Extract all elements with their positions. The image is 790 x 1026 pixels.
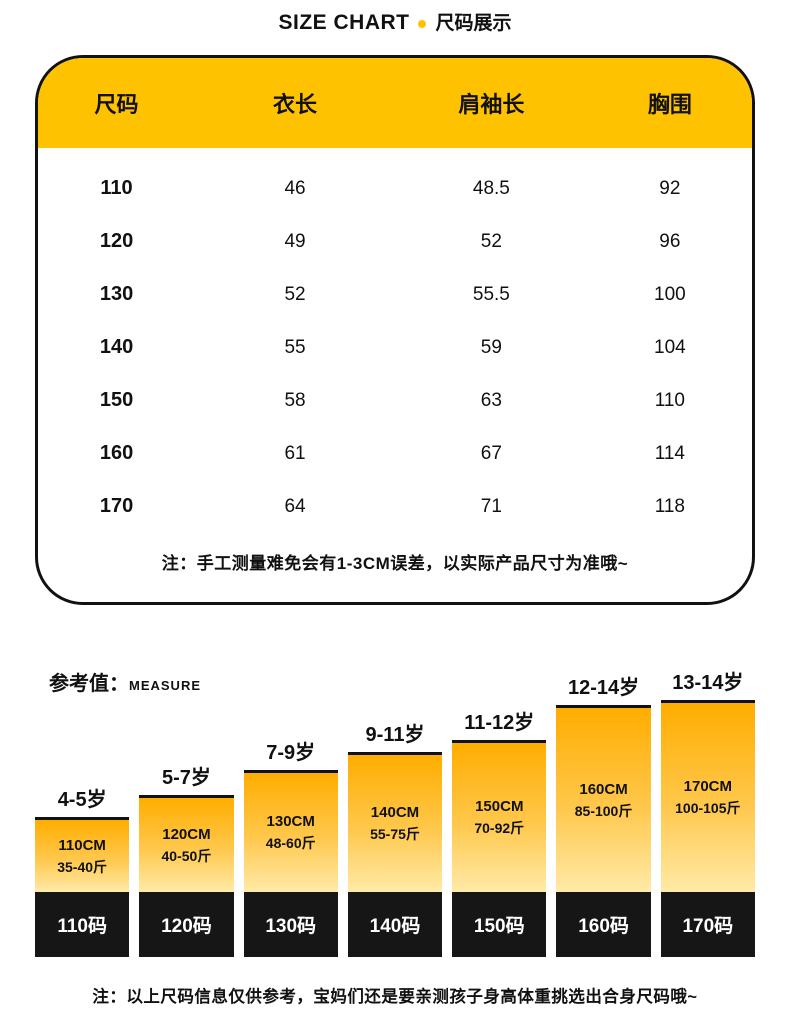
- measurement-disclaimer: 注：手工测量难免会有1-3CM误差，以实际产品尺寸为准哦~: [161, 554, 629, 573]
- cell-size: 160: [99, 442, 134, 464]
- title-chinese: 尺码展示: [435, 13, 512, 34]
- age-label: 13-14岁: [672, 672, 744, 694]
- age-label: 11-12岁: [464, 712, 535, 734]
- bar-size-160: 12-14岁 160CM 85-100斤 160码: [556, 671, 651, 957]
- bar-weight-text: 85-100斤: [574, 802, 633, 819]
- bar-weight-text: 40-50斤: [161, 847, 212, 864]
- bar-height-text: 160CM: [579, 780, 628, 798]
- cell-shoulder: 48.5: [472, 177, 510, 199]
- measure-label: 参考值：MEASURE: [49, 667, 201, 696]
- column-header-shoulder: 肩袖长: [458, 92, 525, 117]
- reference-chart-section: 参考值：MEASURE 4-5岁 110CM 35-40斤 110码 5-7岁 …: [35, 663, 755, 957]
- cell-shoulder: 71: [480, 495, 502, 517]
- bar-size-120: 5-7岁 120CM 40-50斤 120码: [139, 761, 234, 957]
- bar-body: 140CM 55-75斤: [347, 752, 443, 892]
- table-row: 130 52 55.5 100: [38, 268, 752, 321]
- cell-shoulder: 67: [480, 442, 502, 464]
- cell-length: 52: [284, 283, 306, 305]
- cell-shoulder: 52: [480, 230, 502, 252]
- bullet-dot-icon: [418, 19, 427, 28]
- cell-chest: 96: [659, 230, 681, 252]
- column-header-size: 尺码: [94, 92, 139, 117]
- bar-weight-text: 48-60斤: [265, 835, 316, 852]
- bar-weight-text: 100-105斤: [675, 800, 741, 817]
- bar-size-label: 130码: [243, 892, 338, 957]
- size-table-card: 尺码 衣长 肩袖长 胸围 110 46 48.5 92 120 49 52 96…: [35, 55, 755, 605]
- bar-size-140: 9-11岁 140CM 55-75斤 140码: [347, 718, 443, 957]
- table-row: 140 55 59 104: [38, 321, 752, 374]
- bar-height-text: 130CM: [266, 813, 315, 831]
- cell-chest: 100: [654, 283, 686, 305]
- cell-chest: 92: [659, 177, 681, 199]
- bar-body: 150CM 70-92斤: [452, 740, 547, 892]
- age-label: 4-5岁: [57, 789, 107, 811]
- bar-size-150: 11-12岁 150CM 70-92斤 150码: [452, 706, 547, 957]
- title-english: SIZE CHART: [278, 11, 410, 34]
- cell-length: 55: [284, 336, 306, 358]
- bar-body: 170CM 100-105斤: [660, 700, 755, 892]
- bar-size-110: 4-5岁 110CM 35-40斤 110码: [35, 783, 130, 957]
- cell-shoulder: 55.5: [472, 283, 510, 305]
- size-table-body: 110 46 48.5 92 120 49 52 96 130 52 55.5 …: [38, 148, 752, 533]
- bar-body: 120CM 40-50斤: [139, 795, 234, 892]
- measure-label-zh: 参考值：: [49, 673, 129, 695]
- age-label: 5-7岁: [161, 767, 211, 789]
- bar-size-label: 110码: [35, 892, 130, 957]
- age-label: 9-11岁: [365, 724, 425, 746]
- bar-height-text: 110CM: [58, 836, 106, 854]
- table-row: 150 58 63 110: [38, 374, 752, 427]
- cell-chest: 118: [654, 495, 685, 517]
- size-table-header: 尺码 衣长 肩袖长 胸围: [38, 58, 752, 148]
- bar-weight-text: 35-40斤: [57, 858, 108, 875]
- cell-chest: 114: [654, 442, 685, 464]
- cell-shoulder: 59: [480, 336, 502, 358]
- bar-body: 130CM 48-60斤: [243, 770, 338, 892]
- size-bar-chart: 4-5岁 110CM 35-40斤 110码 5-7岁 120CM 40-50斤…: [35, 663, 755, 957]
- bar-height-text: 150CM: [475, 798, 524, 816]
- bar-size-170: 13-14岁 170CM 100-105斤 170码: [660, 666, 755, 957]
- column-header-chest: 胸围: [647, 92, 692, 117]
- footer-disclaimer: 注：以上尺码信息仅供参考，宝妈们还是要亲测孩子身高体重挑选出合身尺码哦~: [92, 988, 698, 1006]
- bar-size-label: 140码: [347, 892, 443, 957]
- bar-body: 160CM 85-100斤: [556, 705, 651, 892]
- table-row: 110 46 48.5 92: [38, 162, 752, 215]
- table-row: 160 61 67 114: [38, 427, 752, 480]
- bar-size-label: 160码: [556, 892, 651, 957]
- cell-length: 49: [284, 230, 306, 252]
- cell-length: 58: [284, 389, 306, 411]
- bar-size-label: 170码: [660, 892, 755, 957]
- cell-length: 46: [284, 177, 306, 199]
- bar-body: 110CM 35-40斤: [35, 817, 130, 892]
- bar-size-130: 7-9岁 130CM 48-60斤 130码: [243, 736, 338, 957]
- cell-size: 170: [99, 495, 134, 517]
- cell-length: 61: [284, 442, 306, 464]
- cell-size: 110: [100, 177, 133, 199]
- cell-size: 140: [99, 336, 134, 358]
- bar-weight-text: 55-75斤: [370, 826, 420, 843]
- column-header-length: 衣长: [273, 92, 318, 117]
- cell-length: 64: [284, 495, 306, 517]
- cell-size: 120: [99, 230, 134, 252]
- cell-size: 130: [99, 283, 134, 305]
- age-label: 12-14岁: [567, 677, 640, 699]
- cell-shoulder: 63: [480, 389, 502, 411]
- age-label: 7-9岁: [266, 742, 316, 764]
- bar-height-text: 140CM: [370, 804, 420, 822]
- measure-label-en: MEASURE: [129, 678, 202, 693]
- bar-height-text: 170CM: [683, 778, 732, 796]
- page-title: SIZE CHART 尺码展示: [0, 0, 790, 35]
- cell-chest: 110: [654, 389, 685, 411]
- bar-height-text: 120CM: [162, 825, 211, 843]
- bar-size-label: 120码: [139, 892, 234, 957]
- table-row: 120 49 52 96: [38, 215, 752, 268]
- bar-size-label: 150码: [452, 892, 547, 957]
- cell-chest: 104: [654, 336, 686, 358]
- cell-size: 150: [99, 389, 134, 411]
- table-row: 170 64 71 118: [38, 480, 752, 533]
- bar-weight-text: 70-92斤: [474, 820, 525, 837]
